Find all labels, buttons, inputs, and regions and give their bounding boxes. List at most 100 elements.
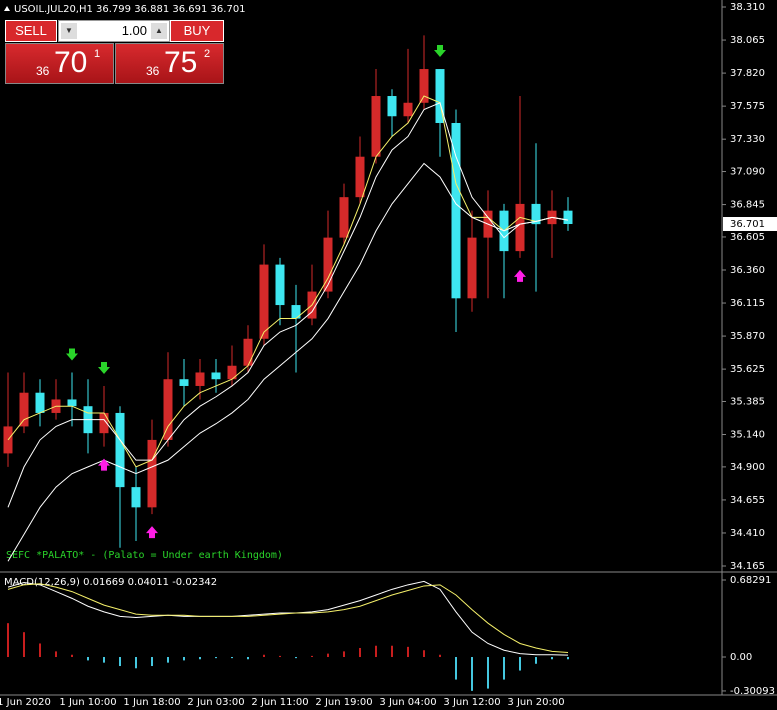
volume-value[interactable]: 1.00: [121, 23, 147, 38]
y-tick-label: 38.310: [730, 2, 765, 13]
y-tick-label: 37.090: [730, 167, 765, 178]
indicator-line: [7, 583, 569, 653]
y-tick-label: 35.625: [730, 364, 765, 375]
candle-body: [339, 197, 349, 238]
y-tick-label: 36.360: [730, 265, 765, 276]
histogram-bar: [295, 657, 297, 659]
candle-body: [419, 69, 429, 103]
histogram-bar: [71, 654, 73, 658]
histogram-bar: [343, 651, 345, 658]
histogram-bar: [439, 654, 441, 658]
x-tick-label: 3 Jun 12:00: [443, 697, 500, 708]
price-tag-box: [723, 217, 777, 232]
candle-body: [243, 338, 253, 366]
y-tick-label: 0.00: [730, 652, 752, 663]
histogram-bar: [103, 657, 105, 663]
candle-body: [147, 439, 157, 508]
bid-sup: 1: [94, 48, 101, 60]
candle-body: [371, 96, 381, 157]
y-tick-label: 37.330: [730, 134, 765, 145]
histogram-bar: [167, 657, 169, 663]
histogram-bar: [247, 657, 249, 660]
ask-small: 36: [146, 64, 160, 78]
candle-body: [275, 264, 285, 306]
histogram-bar: [535, 657, 537, 664]
candle-body: [195, 372, 205, 386]
y-tick-label: 35.140: [730, 430, 765, 441]
histogram-bar: [311, 655, 313, 658]
histogram-bar: [391, 645, 393, 658]
histogram-bar: [423, 650, 425, 658]
candle-body: [515, 203, 525, 252]
histogram-bar: [359, 647, 361, 658]
candle-body: [35, 392, 45, 413]
histogram-bar: [551, 657, 553, 660]
histogram-bar: [55, 651, 57, 658]
histogram-bar: [135, 657, 137, 669]
volume-box[interactable]: ▼ 1.00 ▲: [58, 20, 170, 42]
x-tick-label: 1 Jun 18:00: [123, 697, 180, 708]
x-tick-label: 3 Jun 04:00: [379, 697, 436, 708]
volume-up[interactable]: ▲: [151, 23, 167, 39]
buy-arrow: [98, 458, 110, 471]
y-tick-label: -0.30093: [730, 686, 775, 697]
ask-box[interactable]: 36 75 2: [115, 43, 224, 84]
histogram-bar: [519, 657, 521, 671]
buy-arrow: [514, 269, 526, 282]
candle-body: [563, 210, 573, 225]
histogram-bar: [231, 657, 233, 659]
indicator-line: [7, 102, 569, 508]
bid-small: 36: [36, 64, 50, 78]
candle-body: [19, 392, 29, 427]
buy-arrow: [146, 526, 158, 539]
x-tick-label: 2 Jun 03:00: [187, 697, 244, 708]
bid-box[interactable]: 36 70 1: [5, 43, 114, 84]
candle-body: [259, 264, 269, 339]
candle-body: [451, 122, 461, 299]
histogram-bar: [23, 632, 25, 658]
x-tick-label: 3 Jun 20:00: [507, 697, 564, 708]
histogram-bar: [199, 657, 201, 660]
y-tick-label: 36.845: [730, 200, 765, 211]
histogram-bar: [7, 623, 9, 658]
histogram-bar: [407, 646, 409, 658]
candle-body: [99, 412, 109, 434]
candle-body: [291, 305, 301, 319]
indicator-line: [7, 162, 569, 562]
candle-body: [435, 69, 445, 123]
y-tick-label: 36.115: [730, 298, 765, 309]
y-tick-label: 36.605: [730, 232, 765, 243]
x-tick-label: 2 Jun 19:00: [315, 697, 372, 708]
indicator-label: SEFC *PALATO* - (Palato = Under earth Ki…: [6, 550, 283, 561]
candle-body: [211, 372, 221, 380]
histogram-bar: [471, 657, 473, 691]
sell-button[interactable]: SELL: [5, 20, 57, 42]
candle-body: [115, 412, 125, 488]
x-tick-label: 1 Jun 2020: [0, 697, 51, 708]
candle-body: [3, 426, 13, 454]
histogram-bar: [39, 643, 41, 658]
current-price: 36.701: [730, 219, 765, 230]
histogram-bar: [279, 655, 281, 658]
candle-body: [67, 399, 77, 407]
buy-button[interactable]: BUY: [170, 20, 224, 42]
candle-body: [131, 487, 141, 508]
y-tick-label: 37.820: [730, 68, 765, 79]
y-tick-label: 34.410: [730, 528, 765, 539]
candle-body: [467, 237, 477, 299]
chart-header: USOIL.JUL20,H1 36.799 36.881 36.691 36.7…: [14, 4, 246, 15]
indicator-line: [7, 580, 569, 656]
volume-down[interactable]: ▼: [61, 23, 77, 39]
histogram-bar: [151, 657, 153, 667]
indicator-line: [7, 95, 569, 468]
histogram-bar: [503, 657, 505, 680]
y-tick-label: 37.575: [730, 101, 765, 112]
histogram-bar: [183, 657, 185, 661]
histogram-bar: [375, 645, 377, 658]
histogram-bar: [327, 653, 329, 658]
candle-body: [387, 96, 397, 117]
ask-big: 75: [164, 46, 198, 79]
histogram-bar: [119, 657, 121, 667]
